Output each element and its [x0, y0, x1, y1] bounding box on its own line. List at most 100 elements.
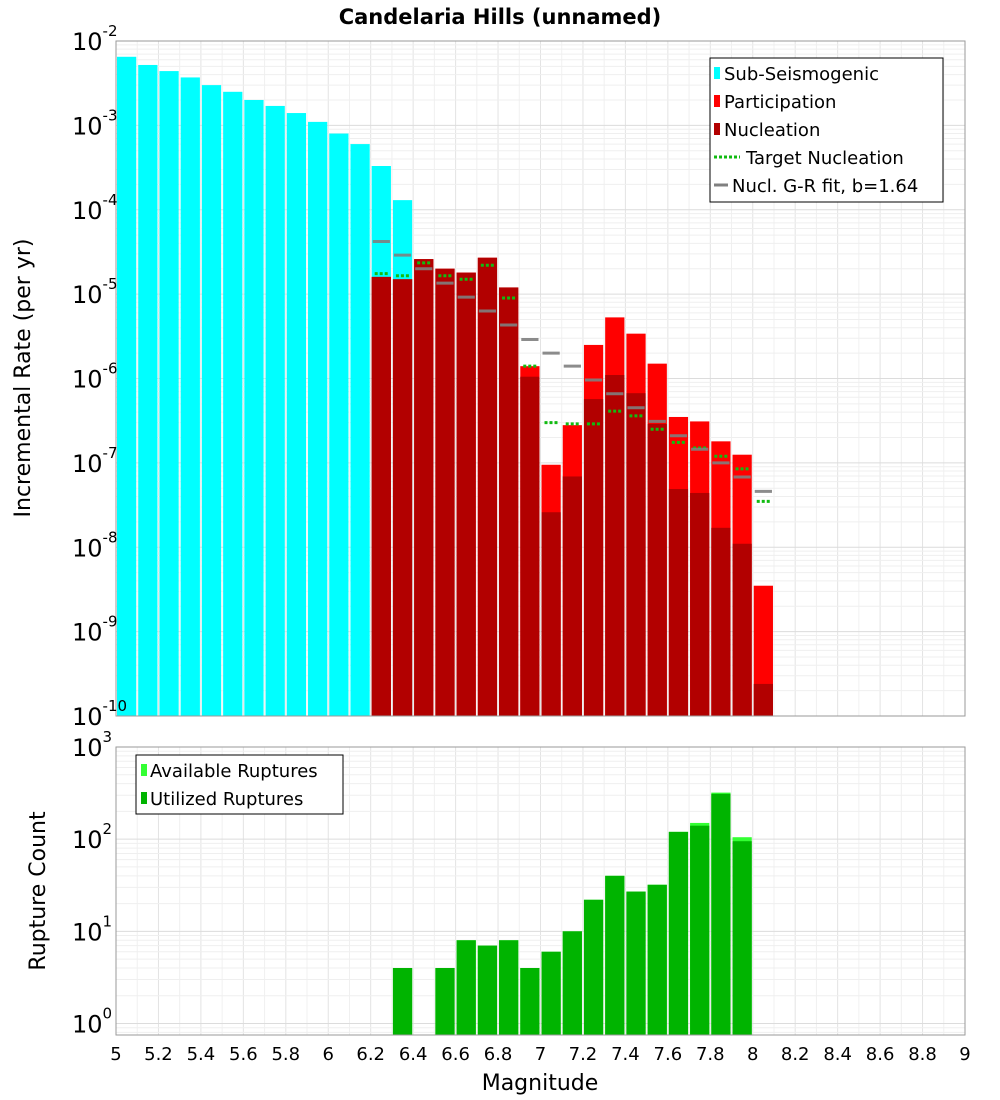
y-tick-base: 10 — [72, 28, 103, 56]
utilized-ruptures-bar-7.95 — [732, 841, 752, 1035]
y-tick-exponent: 0 — [103, 1004, 113, 1022]
legend-label-nucleation: Nucleation — [724, 120, 820, 141]
y-tick-label-rates-panel-6: 10-4 — [72, 191, 118, 225]
x-tick-label-12: 7.4 — [611, 1044, 640, 1065]
y-tick-base: 10 — [72, 281, 103, 309]
y-tick-label-counts-panel-3: 103 — [72, 728, 112, 762]
utilized-ruptures-bar-7.85 — [711, 793, 731, 1035]
sub-seismogenic-bar-5.65 — [244, 99, 264, 717]
y-tick-base: 10 — [72, 826, 103, 854]
nucleation-bar-6.95 — [520, 376, 540, 716]
nucleation-bar-7.65 — [668, 489, 689, 716]
x-tick-label-1: 5.2 — [144, 1044, 173, 1065]
nucleation-bar-7.55 — [647, 423, 667, 716]
y-tick-label-rates-panel-1: 10-9 — [72, 613, 118, 647]
nucleation-bar-6.45 — [414, 259, 434, 716]
nucleation-bar-6.35 — [392, 279, 413, 716]
rates-markers — [372, 240, 772, 503]
utilized-ruptures-bar-7.05 — [541, 951, 561, 1035]
y-tick-base: 10 — [72, 619, 103, 647]
sub-seismogenic-bar-5.05 — [117, 56, 137, 716]
utilized-ruptures-bar-6.35 — [392, 967, 413, 1035]
x-tick-label-2: 5.4 — [187, 1044, 216, 1065]
nucleation-bar-6.85 — [499, 287, 519, 716]
rates-bars — [117, 56, 773, 717]
sub-seismogenic-bar-5.45 — [201, 85, 222, 716]
sub-seismogenic-bar-5.55 — [223, 91, 243, 716]
y-tick-label-counts-panel-0: 100 — [72, 1004, 112, 1038]
utilized-ruptures-bar-7.65 — [668, 831, 689, 1035]
x-tick-label-3: 5.6 — [229, 1044, 258, 1065]
counts-grid — [115, 746, 966, 1035]
utilized-ruptures-bar-6.95 — [520, 967, 540, 1035]
nucleation-bar-7.15 — [562, 476, 582, 716]
x-tick-label-20: 9 — [959, 1044, 970, 1065]
utilized-ruptures-bar-6.55 — [435, 967, 455, 1035]
y-tick-label-counts-panel-2: 102 — [72, 820, 112, 854]
y-tick-label-rates-panel-8: 10-2 — [72, 22, 118, 56]
nucleation-bar-7.85 — [711, 527, 731, 716]
y-tick-exponent: -5 — [103, 275, 118, 293]
nucleation-bar-6.55 — [435, 268, 455, 716]
legend-swatch-available — [141, 764, 147, 776]
x-tick-label-14: 7.8 — [696, 1044, 725, 1065]
y-tick-base: 10 — [72, 197, 103, 225]
legend-swatch-sub-seismogenic — [714, 67, 720, 79]
x-tick-label-8: 6.6 — [441, 1044, 470, 1065]
y-tick-base: 10 — [72, 534, 103, 562]
y-tick-base: 10 — [72, 734, 103, 762]
counts-plot-frame — [115, 746, 966, 1036]
y-tick-exponent: -2 — [103, 22, 118, 40]
nucleation-bar-6.75 — [477, 257, 498, 716]
legend-swatch-nucleation — [714, 123, 720, 135]
nucleation-bar-7.95 — [732, 543, 752, 716]
y-tick-base: 10 — [72, 366, 103, 394]
x-tick-label-13: 7.6 — [654, 1044, 683, 1065]
x-tick-label-10: 7 — [535, 1044, 546, 1065]
y-tick-base: 10 — [72, 703, 103, 731]
nucleation-bar-7.05 — [541, 512, 561, 716]
y-tick-label-rates-panel-5: 10-5 — [72, 275, 118, 309]
counts-y-axis-label: Rupture Count — [26, 811, 51, 971]
y-tick-label-rates-panel-3: 10-7 — [72, 444, 118, 478]
utilized-ruptures-bar-6.85 — [499, 940, 519, 1035]
chart-title: Candelaria Hills (unnamed) — [339, 5, 662, 29]
y-tick-exponent: 1 — [103, 912, 113, 930]
utilized-ruptures-bar-7.15 — [562, 931, 582, 1035]
legend-label-sub-seismogenic: Sub-Seismogenic — [724, 64, 879, 85]
x-tick-label-6: 6.2 — [356, 1044, 385, 1065]
rates-y-axis-label: Incremental Rate (per yr) — [11, 239, 36, 518]
y-tick-base: 10 — [72, 112, 103, 140]
legend-label-utilized: Utilized Ruptures — [150, 789, 303, 810]
y-tick-label-rates-panel-4: 10-6 — [72, 360, 118, 394]
x-tick-label-7: 6.4 — [399, 1044, 428, 1065]
counts-bars — [392, 792, 752, 1035]
counts-legend: Available Ruptures Utilized Ruptures — [135, 754, 344, 815]
rates-plot-frame — [115, 40, 966, 717]
legend-label-gr-fit: Nucl. G-R fit, b=1.64 — [732, 176, 918, 197]
participation-bar-8.05 — [753, 585, 773, 716]
y-tick-label-counts-panel-1: 101 — [72, 912, 112, 946]
y-tick-exponent: -7 — [103, 444, 118, 462]
nucleation-bar-6.65 — [456, 272, 476, 716]
sub-seismogenic-bar-5.25 — [159, 71, 179, 716]
x-tick-label-17: 8.4 — [823, 1044, 852, 1065]
y-tick-exponent: -4 — [103, 191, 118, 209]
y-tick-exponent: 3 — [103, 728, 113, 746]
utilized-ruptures-bar-7.35 — [605, 875, 625, 1035]
y-tick-exponent: 2 — [103, 820, 113, 838]
sub-seismogenic-bar-5.85 — [286, 113, 307, 716]
x-tick-label-4: 5.8 — [271, 1044, 300, 1065]
x-tick-label-19: 8.8 — [908, 1044, 937, 1065]
sub-seismogenic-bar-5.35 — [180, 77, 200, 716]
nucleation-bar-7.45 — [626, 393, 646, 716]
legend-label-target-nucleation: Target Nucleation — [745, 148, 904, 169]
utilized-ruptures-bar-7.45 — [626, 891, 646, 1035]
nucleation-bar-8.05 — [753, 683, 773, 716]
x-axis-label: Magnitude — [482, 1071, 599, 1096]
utilized-ruptures-bar-7.75 — [690, 825, 710, 1035]
y-tick-label-rates-panel-7: 10-3 — [72, 106, 118, 140]
rates-legend: Sub-Seismogenic Participation Nucleation… — [709, 57, 944, 203]
y-tick-base: 10 — [72, 450, 103, 478]
